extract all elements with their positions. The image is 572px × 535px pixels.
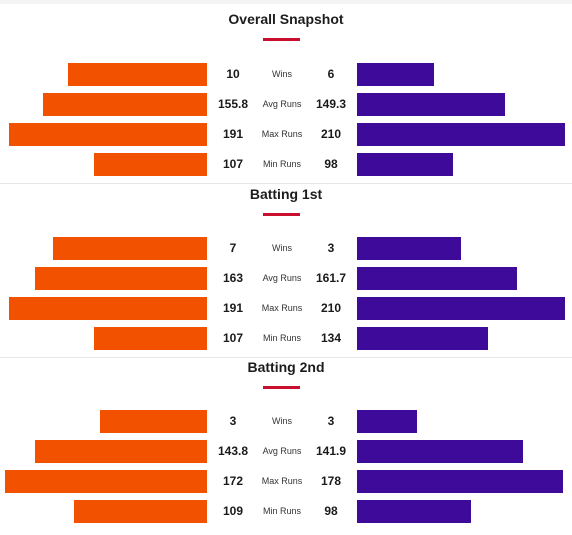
stat-label: Min Runs bbox=[262, 159, 301, 169]
team-a-bar bbox=[9, 297, 207, 320]
team-b-value: 210 bbox=[320, 301, 342, 315]
team-a-value: 155.8 bbox=[217, 97, 249, 111]
stat-row-avg-runs: 163 Avg Runs 161.7 bbox=[0, 267, 572, 290]
stat-label: Max Runs bbox=[261, 476, 303, 486]
stat-label: Wins bbox=[272, 416, 292, 426]
team-b-bar bbox=[357, 267, 517, 290]
stat-row-wins: 3 Wins 3 bbox=[0, 410, 572, 433]
stat-label: Max Runs bbox=[261, 129, 303, 139]
stat-row-wins: 7 Wins 3 bbox=[0, 237, 572, 260]
section-title-underline bbox=[263, 38, 300, 41]
team-b-bar bbox=[357, 410, 417, 433]
stat-row-min-runs: 107 Min Runs 98 bbox=[0, 153, 572, 176]
team-a-value: 109 bbox=[222, 504, 244, 518]
team-a-value: 7 bbox=[229, 241, 237, 255]
section-divider bbox=[0, 183, 572, 184]
team-a-value: 107 bbox=[222, 157, 244, 171]
team-a-value: 143.8 bbox=[217, 444, 249, 458]
section-title-underline bbox=[263, 386, 300, 389]
team-b-bar bbox=[357, 237, 461, 260]
team-a-value: 172 bbox=[222, 474, 244, 488]
team-b-value: 98 bbox=[324, 157, 338, 171]
section-title: Batting 2nd bbox=[247, 359, 325, 375]
team-b-bar bbox=[357, 500, 471, 523]
team-b-value: 98 bbox=[324, 504, 338, 518]
section-divider bbox=[0, 357, 572, 358]
team-b-bar bbox=[357, 93, 505, 116]
stat-row-avg-runs: 155.8 Avg Runs 149.3 bbox=[0, 93, 572, 116]
stat-label: Wins bbox=[272, 243, 292, 253]
stat-row-max-runs: 191 Max Runs 210 bbox=[0, 297, 572, 320]
team-b-value: 6 bbox=[327, 67, 335, 81]
team-a-bar bbox=[74, 500, 207, 523]
team-a-bar bbox=[35, 440, 207, 463]
stat-label: Min Runs bbox=[262, 506, 301, 516]
team-a-value: 191 bbox=[222, 301, 244, 315]
team-a-bar bbox=[100, 410, 207, 433]
team-a-value: 3 bbox=[229, 414, 237, 428]
team-a-value: 107 bbox=[222, 331, 244, 345]
stat-row-avg-runs: 143.8 Avg Runs 141.9 bbox=[0, 440, 572, 463]
top-border bbox=[0, 0, 572, 4]
team-b-value: 141.9 bbox=[315, 444, 347, 458]
team-b-bar bbox=[357, 327, 488, 350]
stat-label: Avg Runs bbox=[262, 273, 302, 283]
stat-row-max-runs: 172 Max Runs 178 bbox=[0, 470, 572, 493]
team-a-bar bbox=[35, 267, 207, 290]
stat-label: Max Runs bbox=[261, 303, 303, 313]
team-a-value: 191 bbox=[222, 127, 244, 141]
section-title: Overall Snapshot bbox=[228, 11, 344, 27]
team-a-bar bbox=[43, 93, 207, 116]
stat-row-min-runs: 107 Min Runs 134 bbox=[0, 327, 572, 350]
stat-label: Avg Runs bbox=[262, 99, 302, 109]
team-a-value: 163 bbox=[222, 271, 244, 285]
team-b-bar bbox=[357, 63, 434, 86]
team-a-bar bbox=[9, 123, 207, 146]
team-b-bar bbox=[357, 440, 523, 463]
team-a-value: 10 bbox=[226, 67, 240, 81]
team-b-value: 3 bbox=[327, 414, 335, 428]
team-a-bar bbox=[53, 237, 207, 260]
stat-row-max-runs: 191 Max Runs 210 bbox=[0, 123, 572, 146]
team-a-bar bbox=[94, 327, 207, 350]
team-b-value: 161.7 bbox=[315, 271, 347, 285]
stat-label: Wins bbox=[272, 69, 292, 79]
team-b-value: 210 bbox=[320, 127, 342, 141]
section-title: Batting 1st bbox=[249, 186, 323, 202]
team-b-bar bbox=[357, 470, 563, 493]
team-b-bar bbox=[357, 153, 453, 176]
section-title-underline bbox=[263, 213, 300, 216]
stat-row-min-runs: 109 Min Runs 98 bbox=[0, 500, 572, 523]
team-b-value: 134 bbox=[320, 331, 342, 345]
team-b-bar bbox=[357, 297, 565, 320]
team-a-bar bbox=[68, 63, 207, 86]
stat-label: Min Runs bbox=[262, 333, 301, 343]
team-a-bar bbox=[94, 153, 207, 176]
team-b-value: 178 bbox=[320, 474, 342, 488]
team-b-value: 149.3 bbox=[315, 97, 347, 111]
team-a-bar bbox=[5, 470, 207, 493]
team-b-value: 3 bbox=[327, 241, 335, 255]
stat-label: Avg Runs bbox=[262, 446, 302, 456]
team-b-bar bbox=[357, 123, 565, 146]
stat-row-wins: 10 Wins 6 bbox=[0, 63, 572, 86]
